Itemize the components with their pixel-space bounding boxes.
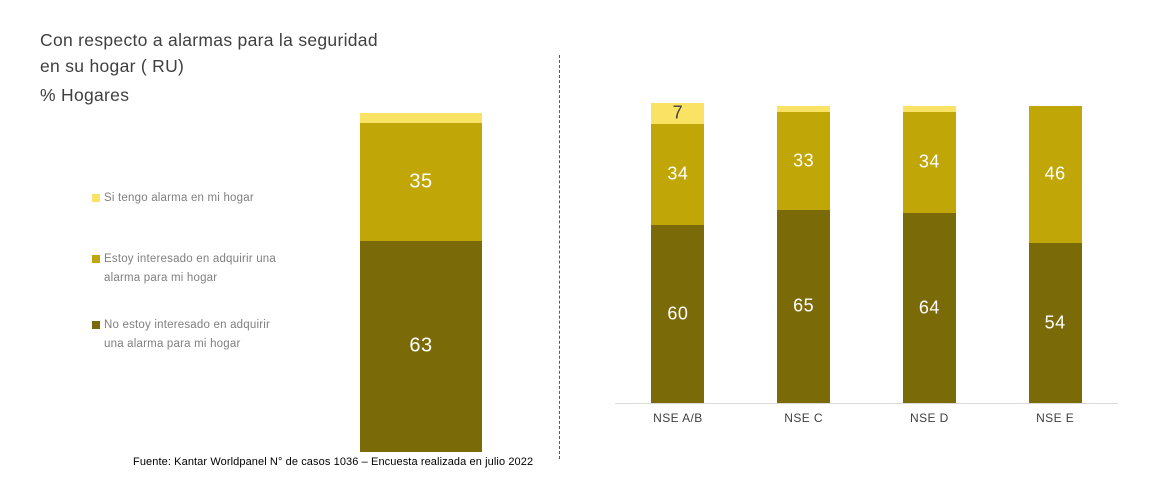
legend-item-interesado-en-adquirir: Estoy interesado en adquirir una alarma … [92, 250, 327, 288]
bar-segment: 3 [360, 112, 482, 145]
data-label: 33 [793, 150, 815, 171]
nse-stacked-bar-chart: 7346023365234644654 [615, 103, 1118, 404]
bar-segment: 34 [651, 123, 705, 225]
x-axis-labels: NSE A/B NSE C NSE D NSE E [615, 411, 1118, 425]
data-label: 34 [667, 163, 689, 184]
stacked-bar: 23464 [902, 106, 956, 403]
bar-segment: 7 [651, 102, 705, 124]
data-label: 63 [409, 334, 433, 357]
bar-segment: 63 [360, 240, 482, 452]
legend-item-si-tengo-alarma: Si tengo alarma en mi hogar [92, 189, 327, 208]
stacked-bar: 46 54 [1028, 106, 1082, 403]
stacked-bar: 7 34 60 [651, 102, 705, 403]
bar-segment: 33 [777, 111, 831, 210]
data-label: 60 [667, 303, 689, 324]
dashed-divider [559, 55, 560, 459]
source-note: Fuente: Kantar Worldpanel N° de casos 10… [133, 456, 534, 468]
data-label: 65 [793, 295, 815, 316]
legend-item-no-interesado: No estoy interesado en adquirir una alar… [92, 316, 327, 354]
data-label: 46 [1044, 163, 1066, 184]
data-label: 7 [672, 102, 684, 123]
total-stacked-bar-chart: 3 35 63 [360, 112, 482, 452]
x-axis-label: NSE C [784, 411, 823, 425]
legend-swatch-icon [92, 321, 100, 329]
data-label: 34 [918, 151, 940, 172]
legend-label: Si tengo alarma en mi hogar [104, 192, 254, 204]
bar-segment: 54 [1028, 242, 1082, 403]
bar-segment: 65 [777, 209, 831, 403]
bar-segment: 60 [651, 224, 705, 403]
bar-segment: 35 [360, 123, 482, 241]
legend-label: No estoy interesado en adquirir una alar… [104, 319, 271, 350]
data-label: 64 [918, 297, 940, 318]
legend-swatch-icon [92, 255, 100, 263]
x-axis-label: NSE E [1036, 411, 1075, 425]
legend-swatch-icon [92, 194, 100, 202]
bar-segment: 46 [1028, 106, 1082, 243]
stacked-bar: 3 35 63 [360, 112, 482, 452]
bar-segment: 64 [902, 212, 956, 403]
data-label: 54 [1044, 312, 1066, 333]
legend-label: Estoy interesado en adquirir una alarma … [104, 253, 276, 284]
data-label: 35 [409, 170, 433, 193]
x-axis-label: NSE A/B [653, 411, 703, 425]
chart-title: Con respecto a alarmas para la seguridad… [40, 30, 378, 76]
bar-segment: 34 [902, 111, 956, 213]
chart-subtitle: % Hogares [40, 85, 130, 105]
x-axis-label: NSE D [910, 411, 949, 425]
stacked-bar: 23365 [777, 106, 831, 403]
